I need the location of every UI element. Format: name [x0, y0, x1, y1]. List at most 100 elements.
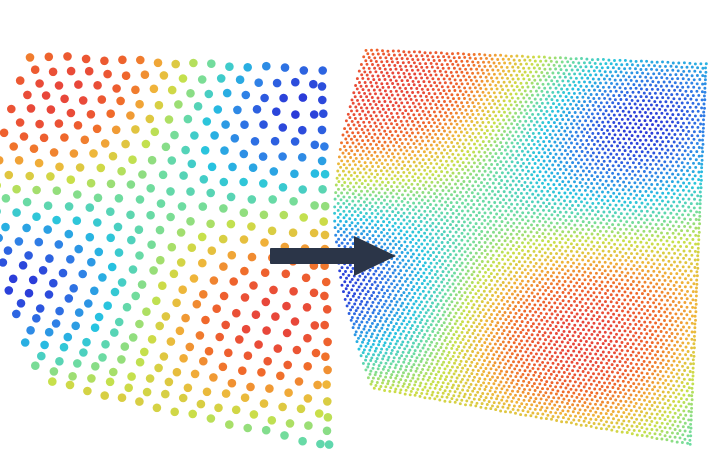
point	[387, 295, 391, 299]
point	[465, 280, 468, 284]
point	[379, 216, 383, 220]
point	[117, 278, 127, 287]
point	[441, 95, 445, 99]
point	[428, 102, 432, 106]
point	[460, 176, 464, 179]
point	[598, 252, 601, 256]
point	[638, 265, 642, 268]
point	[621, 255, 625, 258]
point	[530, 223, 533, 227]
point	[520, 271, 524, 275]
point	[496, 197, 500, 201]
point	[433, 92, 437, 96]
point	[401, 283, 405, 287]
point	[702, 94, 706, 98]
point	[687, 325, 691, 329]
point	[685, 185, 688, 189]
point	[678, 269, 682, 272]
point	[467, 104, 471, 108]
point	[365, 300, 369, 304]
point	[653, 246, 657, 250]
point	[464, 138, 468, 142]
point	[110, 328, 119, 337]
point	[544, 136, 548, 140]
point	[685, 73, 689, 77]
point	[581, 243, 585, 247]
point	[447, 126, 450, 130]
point	[536, 63, 540, 67]
point	[4, 170, 14, 180]
point	[624, 274, 628, 278]
point	[532, 227, 536, 230]
point	[658, 107, 662, 111]
point	[390, 60, 394, 64]
point	[366, 99, 370, 102]
point	[538, 143, 542, 147]
point	[489, 219, 492, 223]
point	[672, 148, 676, 152]
point	[698, 78, 702, 81]
point	[608, 203, 612, 207]
point	[470, 165, 474, 169]
point	[309, 110, 319, 119]
point	[687, 69, 691, 73]
point	[111, 125, 121, 135]
point	[388, 292, 392, 296]
point	[405, 131, 409, 135]
point	[382, 234, 386, 238]
point	[354, 281, 358, 285]
point	[689, 278, 693, 282]
point	[179, 171, 188, 180]
point	[495, 106, 499, 110]
point	[509, 183, 512, 187]
point	[198, 258, 207, 268]
point	[503, 247, 507, 251]
point	[601, 319, 605, 323]
point	[540, 128, 544, 132]
point	[686, 221, 690, 225]
point	[658, 202, 662, 206]
point	[687, 129, 691, 133]
point	[458, 197, 462, 201]
point	[667, 184, 671, 188]
point	[469, 258, 473, 262]
point	[489, 304, 493, 308]
point	[548, 186, 552, 190]
point	[475, 173, 478, 177]
point	[697, 162, 701, 165]
point	[369, 161, 373, 165]
point	[544, 273, 548, 277]
point	[664, 203, 667, 207]
point	[637, 280, 641, 284]
point	[377, 273, 381, 277]
point	[484, 106, 488, 110]
point	[549, 144, 553, 148]
point	[578, 231, 582, 235]
point	[615, 152, 619, 156]
point	[647, 63, 651, 67]
point	[618, 58, 622, 62]
point	[608, 125, 612, 128]
point	[349, 156, 353, 159]
point	[520, 320, 524, 324]
point	[623, 200, 627, 204]
point	[402, 115, 406, 119]
point	[365, 197, 369, 201]
point	[670, 188, 674, 192]
point	[385, 151, 389, 155]
point	[448, 99, 452, 103]
point	[697, 238, 701, 242]
point	[405, 236, 409, 240]
point	[487, 72, 491, 76]
point	[672, 292, 676, 295]
point	[572, 188, 576, 192]
point	[516, 77, 520, 81]
point	[491, 189, 494, 193]
point	[418, 187, 422, 191]
point	[341, 133, 345, 137]
point	[487, 140, 491, 143]
point	[666, 283, 670, 287]
point	[673, 81, 677, 85]
point	[515, 85, 519, 89]
point	[376, 136, 380, 140]
